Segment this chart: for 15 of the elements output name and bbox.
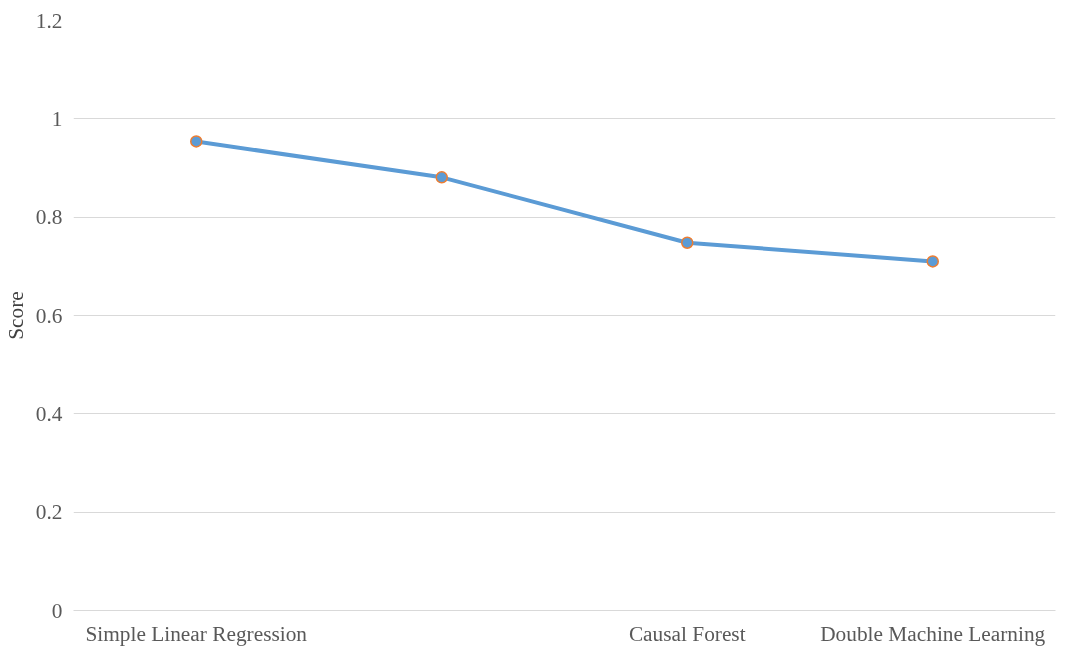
point [926, 255, 939, 268]
y-tick-label: 1 [51, 106, 63, 131]
point [435, 171, 448, 184]
point [681, 236, 694, 249]
y-tick-label: 0 [51, 598, 63, 623]
x-tick-label: Simple Linear Regression [85, 621, 308, 646]
y-tick-label: 0.8 [35, 205, 63, 230]
y-tick-label: 0.4 [35, 401, 63, 426]
y-axis-title: Score [3, 291, 28, 340]
y-tick-label: 0.6 [35, 303, 63, 328]
y-tick-label: 0.2 [35, 500, 63, 525]
x-tick-label: Causal Forest [628, 621, 746, 646]
x-tick-label: Double Machine Learning [820, 621, 1046, 646]
point [190, 135, 203, 148]
y-tick-label: 1.2 [35, 8, 63, 33]
